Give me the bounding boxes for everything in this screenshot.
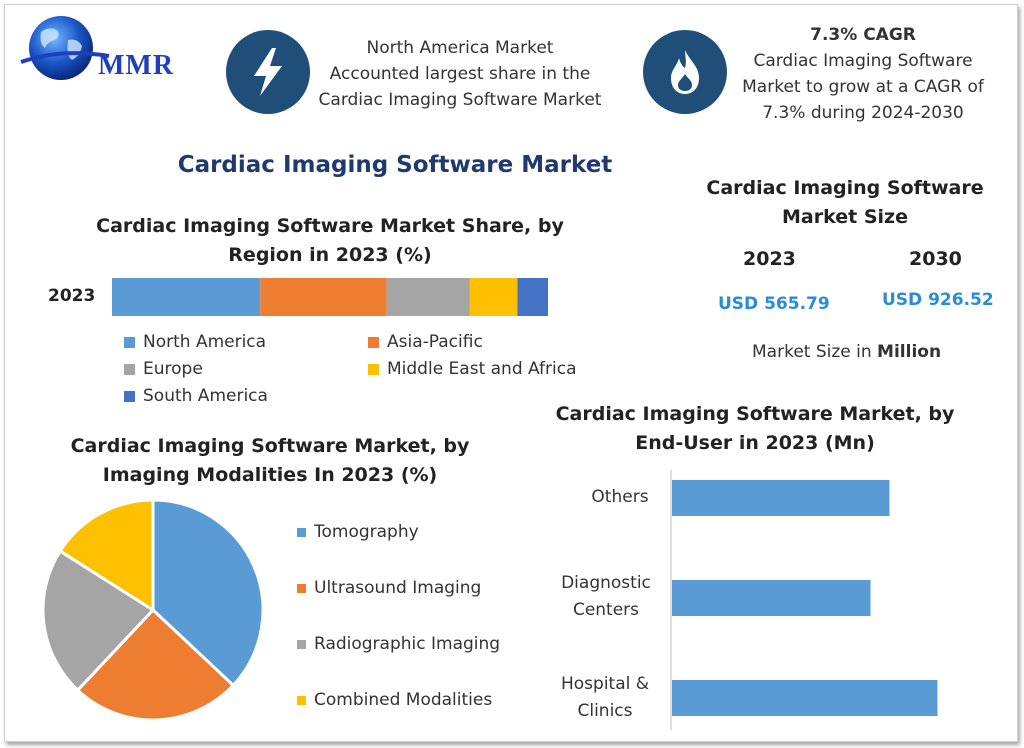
brand-logo-text: MMR <box>98 50 175 81</box>
modality-chart-title-line: Imaging Modalities In 2023 (%) <box>102 464 438 486</box>
region-share-bar <box>112 278 548 316</box>
enduser-bar-chart <box>670 470 938 730</box>
legend-swatch <box>124 363 135 375</box>
callout-left-line: Accounted largest share in the <box>329 64 591 84</box>
legend-label: Middle East and Africa <box>387 359 577 379</box>
cagr-title: 7.3% CAGR <box>810 25 916 45</box>
market-size-note-unit: Million <box>877 342 942 362</box>
enduser-category-line: Hospital & <box>560 674 650 694</box>
legend-label: North America <box>143 332 267 352</box>
enduser-chart-title: Cardiac Imaging Software Market, by End-… <box>545 400 965 458</box>
legend-item-middle-east-africa: Middle East and Africa <box>368 359 577 379</box>
legend-label: Tomography <box>314 522 419 542</box>
lightning-icon <box>254 48 282 96</box>
region-bar-segment-north-america <box>112 278 261 316</box>
market-size-title: Cardiac Imaging Software Market Size <box>700 174 990 232</box>
pie-slice-tomography <box>151 498 265 688</box>
lightning-badge <box>226 30 310 114</box>
market-size-year-2030: 2030 <box>909 248 962 270</box>
legend-item-tomography: Tomography <box>297 522 419 542</box>
callout-right-line: Market to grow at a CAGR of <box>742 77 984 97</box>
legend-label: Radiographic Imaging <box>314 634 501 654</box>
legend-label: Europe <box>143 359 203 379</box>
region-bar-segment-asia-pacific <box>260 278 387 316</box>
legend-item-south-america: South America <box>124 386 268 406</box>
modality-pie-chart <box>41 498 265 722</box>
callout-left-text: North America Market Accounted largest s… <box>300 35 620 113</box>
enduser-chart-title-line: Cardiac Imaging Software Market, by <box>555 403 955 425</box>
market-size-title-line: Cardiac Imaging Software <box>706 177 984 199</box>
main-title: Cardiac Imaging Software Market <box>177 152 613 178</box>
legend-swatch <box>124 390 135 402</box>
legend-swatch <box>297 695 306 705</box>
legend-swatch <box>368 363 379 375</box>
legend-item-europe: Europe <box>124 359 203 379</box>
legend-swatch <box>297 527 306 537</box>
legend-label: Combined Modalities <box>314 690 493 710</box>
callout-left-line: North America Market <box>366 38 554 58</box>
callout-right-line: 7.3% during 2024-2030 <box>762 103 964 123</box>
legend-swatch <box>124 336 135 348</box>
region-bar-category-label: 2023 <box>48 286 96 306</box>
pie-slice-combined-modalities <box>58 498 155 613</box>
enduser-bar-others <box>672 480 890 516</box>
enduser-category-label: Diagnostic Centers <box>546 570 666 624</box>
legend-item-radiographic: Radiographic Imaging <box>297 634 500 654</box>
legend-label: Ultrasound Imaging <box>314 578 482 598</box>
enduser-category-label: Others <box>560 484 680 511</box>
market-size-year-2023: 2023 <box>743 248 796 270</box>
enduser-category-line: Others <box>591 487 649 507</box>
legend-swatch <box>297 583 306 593</box>
enduser-bar-diagnostic-centers <box>672 580 871 616</box>
enduser-category-line: Diagnostic <box>561 573 651 593</box>
market-size-note: Market Size in Million <box>752 342 941 362</box>
legend-item-asia-pacific: Asia-Pacific <box>368 332 483 352</box>
fire-badge <box>643 30 727 114</box>
legend-item-north-america: North America <box>124 332 266 352</box>
modality-chart-title-line: Cardiac Imaging Software Market, by <box>70 435 470 457</box>
region-bar-segment-europe <box>386 278 470 316</box>
market-size-note-prefix: Market Size in <box>752 342 878 362</box>
legend-label: South America <box>143 386 268 406</box>
market-size-value-2023: USD 565.79 <box>718 294 830 314</box>
legend-label: Asia-Pacific <box>387 332 483 352</box>
pie-slice-ultrasound-imaging <box>75 607 236 722</box>
region-bar-segment-south-america <box>517 278 548 316</box>
legend-item-ultrasound: Ultrasound Imaging <box>297 578 481 598</box>
enduser-category-label: Hospital & Clinics <box>545 671 665 725</box>
fire-icon <box>671 50 699 94</box>
globe-logo-icon <box>20 16 110 80</box>
region-chart-title-line: Cardiac Imaging Software Market Share, b… <box>96 215 564 237</box>
pie-slice-radiographic-imaging <box>41 548 156 693</box>
region-chart-title-line: Region in 2023 (%) <box>228 244 432 266</box>
callout-left-line: Cardiac Imaging Software Market <box>318 90 602 110</box>
legend-swatch <box>297 639 306 649</box>
market-size-title-line: Market Size <box>782 206 908 228</box>
region-bar-segment-middle-east-and-africa <box>469 278 518 316</box>
modality-chart-title: Cardiac Imaging Software Market, by Imag… <box>60 432 480 490</box>
callout-right-text: 7.3% CAGR Cardiac Imaging Software Marke… <box>718 22 1008 126</box>
callout-right-line: Cardiac Imaging Software <box>753 51 973 71</box>
enduser-bar-hospital-clinics <box>672 680 938 716</box>
enduser-chart-title-line: End-User in 2023 (Mn) <box>635 432 875 454</box>
enduser-category-line: Centers <box>572 600 640 620</box>
legend-item-combined: Combined Modalities <box>297 690 492 710</box>
legend-swatch <box>368 336 379 348</box>
market-size-value-2030: USD 926.52 <box>882 290 994 310</box>
region-chart-title: Cardiac Imaging Software Market Share, b… <box>80 212 580 270</box>
enduser-category-line: Clinics <box>577 701 633 721</box>
